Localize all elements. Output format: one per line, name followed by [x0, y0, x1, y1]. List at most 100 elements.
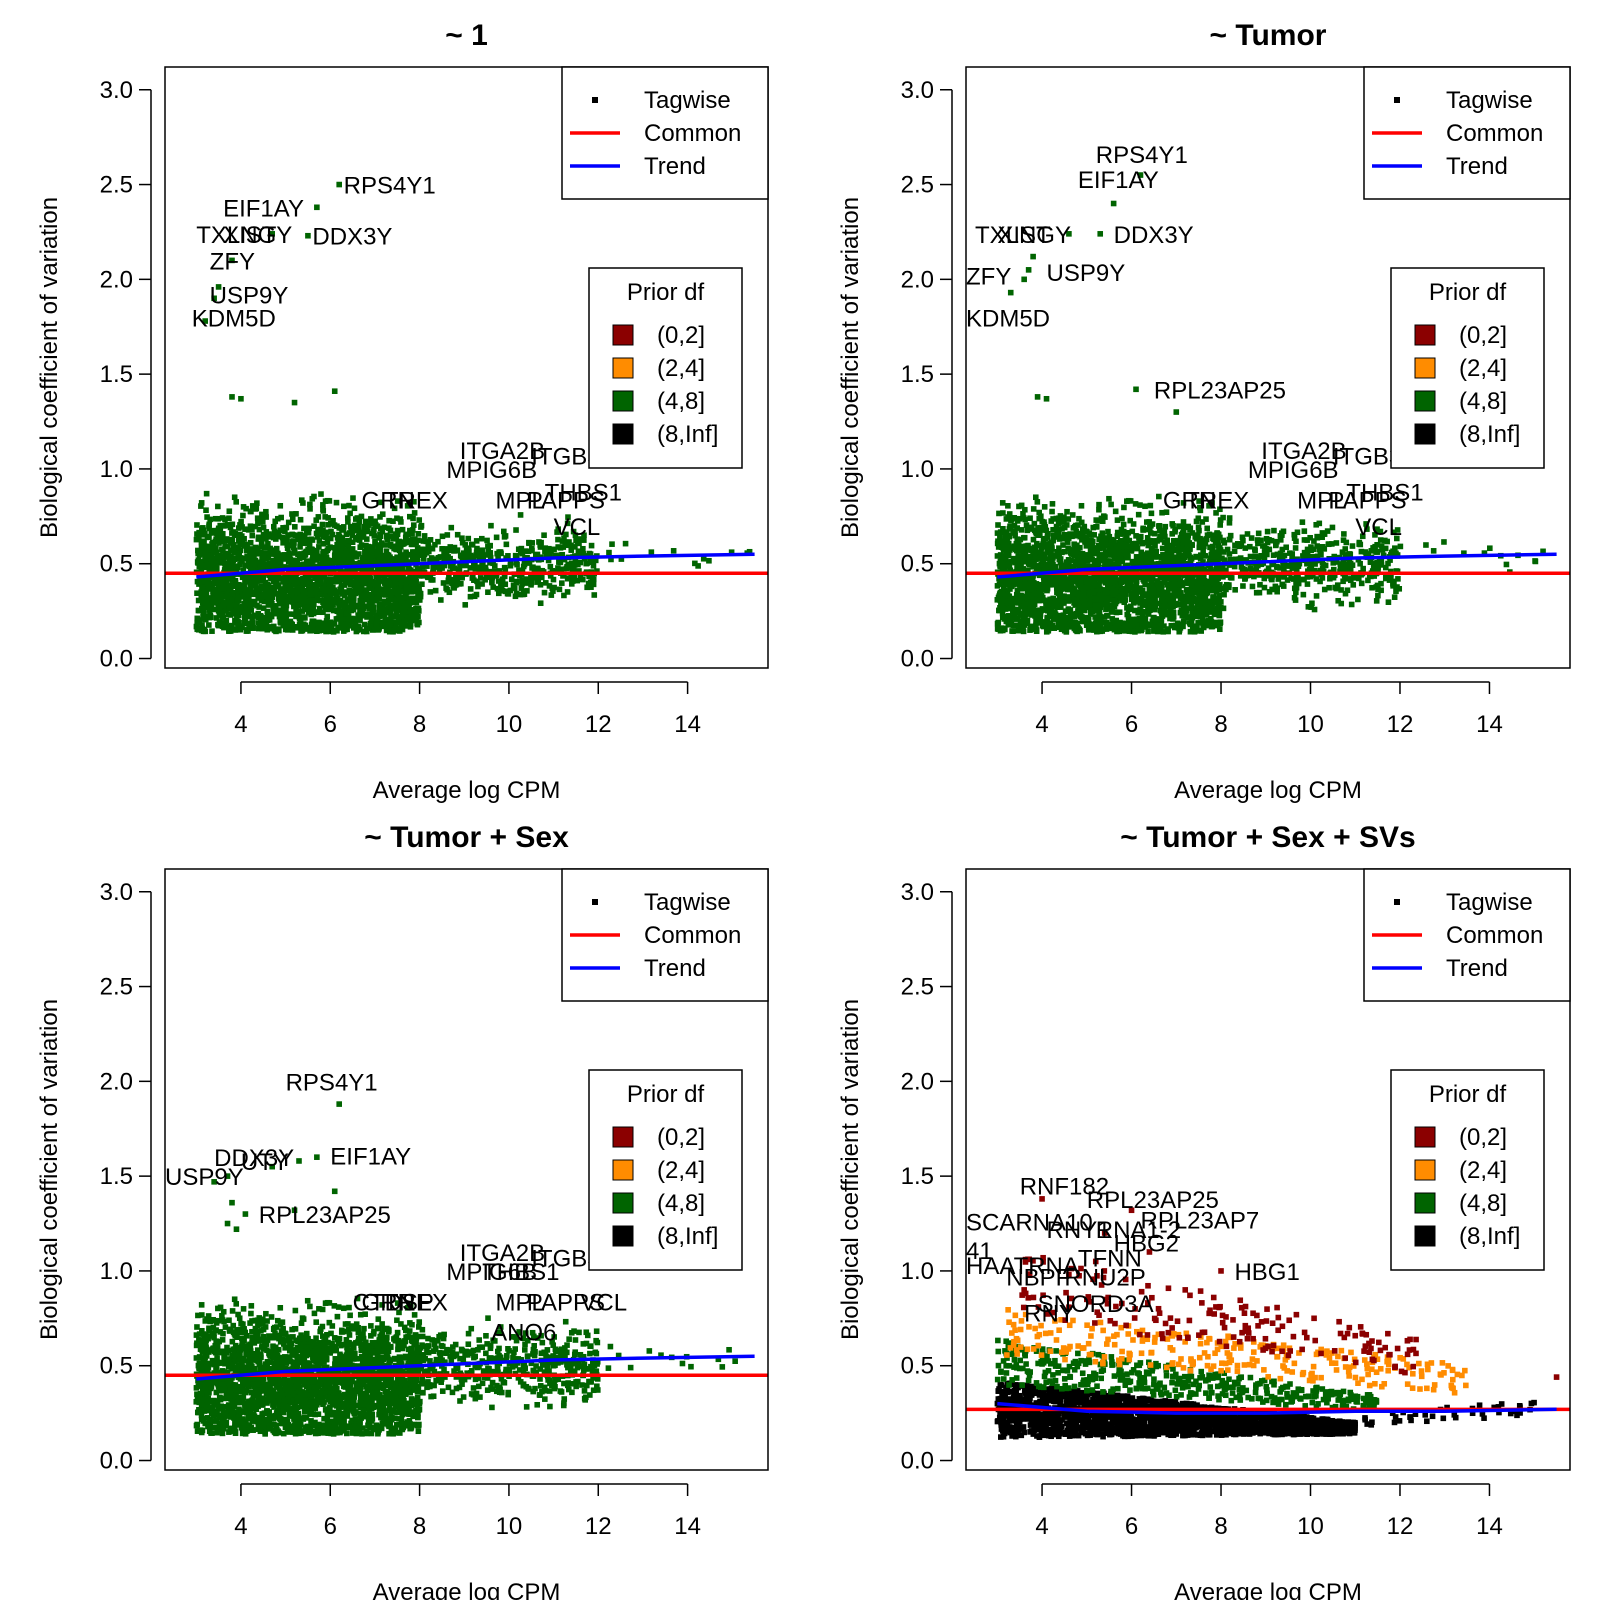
data-point [271, 528, 278, 535]
data-point [1116, 609, 1123, 615]
data-point [568, 542, 574, 549]
data-point [401, 553, 407, 559]
data-point [1204, 525, 1211, 532]
x-axis-label: Average log CPM [373, 777, 561, 804]
data-point [320, 625, 327, 632]
data-point [1033, 556, 1039, 563]
data-point [269, 594, 276, 601]
data-point [270, 606, 276, 612]
data-point [225, 601, 232, 607]
data-point [1027, 515, 1033, 522]
data-point [1134, 574, 1141, 581]
data-point [245, 628, 251, 634]
data-point [295, 551, 301, 558]
data-point [352, 516, 359, 522]
data-point [242, 611, 248, 618]
data-point [323, 576, 329, 583]
data-point [1026, 601, 1033, 607]
data-point [1090, 621, 1097, 628]
data-point [264, 582, 271, 589]
data-point [372, 538, 378, 545]
data-point [386, 554, 392, 561]
data-point [403, 578, 410, 585]
data-point [341, 576, 347, 582]
data-point [1005, 503, 1011, 509]
plot-frame [164, 66, 769, 669]
data-point [1197, 596, 1203, 603]
data-point [1157, 574, 1164, 581]
data-point [516, 567, 523, 574]
data-point [1028, 612, 1035, 618]
data-point [1041, 583, 1048, 590]
data-point [345, 537, 351, 544]
data-point [1032, 494, 1039, 501]
data-point [222, 550, 229, 557]
data-point [564, 520, 571, 527]
data-point [254, 500, 260, 506]
data-point [706, 557, 712, 564]
data-point [1126, 628, 1133, 634]
data-point [214, 596, 220, 602]
data-point [1089, 624, 1096, 631]
data-point [1121, 531, 1127, 537]
data-point [322, 622, 329, 629]
data-point [342, 579, 349, 585]
data-point [459, 573, 465, 580]
data-point [570, 578, 576, 584]
data-point [1019, 543, 1026, 550]
data-point [305, 575, 312, 582]
data-point [541, 589, 548, 596]
data-point [728, 549, 735, 555]
data-point [326, 604, 333, 610]
data-point [360, 596, 367, 602]
data-point [1068, 624, 1075, 630]
data-point [326, 498, 333, 504]
data-point [230, 583, 236, 589]
data-point [221, 574, 227, 580]
data-point [296, 585, 302, 592]
prior-label: (0,2] [657, 322, 705, 349]
data-point [576, 568, 582, 574]
data-point [1054, 527, 1060, 533]
data-point [1093, 582, 1099, 588]
data-point [407, 513, 413, 520]
data-point [518, 585, 525, 591]
data-point [285, 597, 291, 604]
data-point [462, 562, 468, 569]
data-point [1151, 539, 1157, 546]
data-point [487, 542, 493, 549]
data-point [1114, 577, 1120, 583]
data-point [1042, 524, 1049, 530]
data-point [311, 621, 317, 627]
data-point [411, 585, 418, 591]
data-point [321, 597, 327, 603]
data-point [451, 565, 458, 571]
data-point [239, 541, 245, 547]
data-point [376, 595, 383, 602]
data-point [566, 539, 572, 545]
data-point [1137, 600, 1143, 606]
data-point [252, 523, 259, 530]
data-point [255, 595, 262, 601]
data-point [284, 545, 291, 552]
data-point [242, 590, 249, 597]
data-point [321, 586, 327, 593]
data-point [353, 553, 360, 560]
data-point [219, 614, 226, 621]
data-point [224, 593, 231, 600]
data-point [1159, 592, 1166, 599]
data-point [343, 610, 350, 617]
data-point [413, 616, 420, 623]
gene-label: GRN [362, 487, 415, 514]
data-point [349, 592, 355, 598]
data-point [1217, 581, 1223, 588]
data-point [1112, 542, 1118, 549]
data-point [1014, 536, 1021, 542]
data-point [1020, 566, 1027, 572]
data-point [242, 614, 249, 621]
data-point [218, 611, 225, 618]
data-point [1013, 591, 1020, 598]
data-point [243, 603, 249, 610]
data-point [218, 558, 225, 564]
